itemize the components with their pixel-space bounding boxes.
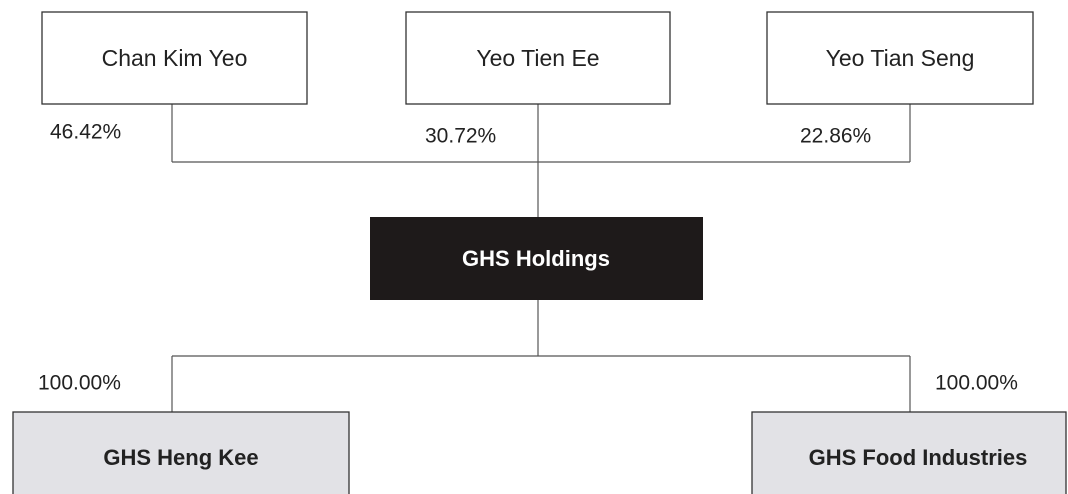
shareholder-name: Yeo Tien Ee xyxy=(476,45,599,71)
shareholder-name: Chan Kim Yeo xyxy=(102,45,248,71)
shareholder-name: Yeo Tian Seng xyxy=(826,45,975,71)
shareholder-box xyxy=(41,11,308,105)
connectors xyxy=(171,104,911,412)
ownership-percent: 100.00% xyxy=(38,372,121,395)
subsidiary-name: GHS Heng Kee xyxy=(103,445,258,470)
ownership-percent: 100.00% xyxy=(935,372,1018,395)
shareholder-box xyxy=(405,11,671,105)
ownership-percent: 22.86% xyxy=(800,125,871,148)
holding-box xyxy=(370,217,703,300)
ownership-percent: 46.42% xyxy=(50,121,121,144)
shareholder-box xyxy=(766,11,1034,105)
holding-name: GHS Holdings xyxy=(462,246,610,271)
subsidiary-box xyxy=(751,411,1067,494)
subsidiary-name: GHS Food Industries xyxy=(809,445,1028,470)
subsidiary-box xyxy=(12,411,350,494)
ownership-percent: 30.72% xyxy=(425,125,496,148)
